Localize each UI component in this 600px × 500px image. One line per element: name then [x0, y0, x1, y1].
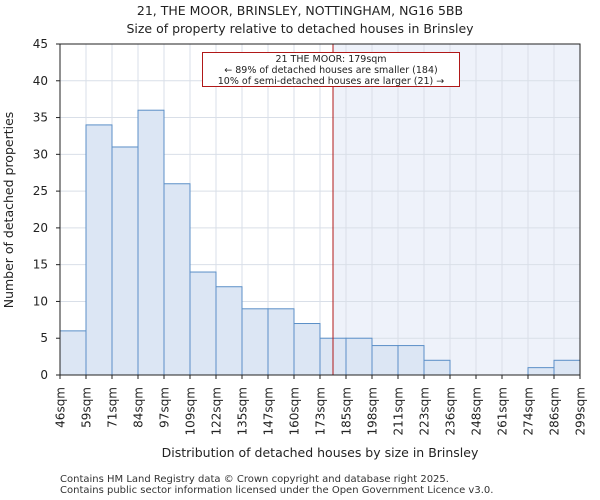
histogram-bar: [137, 109, 165, 376]
histogram-bar: [111, 146, 139, 376]
y-tick-label: 0: [40, 368, 48, 382]
y-tick-label: 25: [33, 184, 48, 198]
y-axis-label: Number of detached properties: [1, 112, 16, 309]
chart-title-block: 21, THE MOOR, BRINSLEY, NOTTINGHAM, NG16…: [0, 2, 600, 38]
histogram-bar: [59, 330, 87, 376]
y-tick-label: 30: [33, 147, 48, 161]
histogram-bar: [345, 337, 373, 376]
x-tick-label: 97sqm: [158, 387, 172, 428]
footer-line-2: Contains public sector information licen…: [60, 485, 494, 496]
x-tick-label: 286sqm: [548, 387, 562, 435]
histogram-bar: [397, 345, 425, 376]
x-tick-label: 248sqm: [470, 387, 484, 435]
x-tick-label: 84sqm: [132, 387, 146, 428]
annotation-line-3: 10% of semi-detached houses are larger (…: [217, 76, 445, 87]
histogram-bar: [215, 286, 243, 376]
x-tick-label: 299sqm: [574, 387, 588, 435]
histogram-bar: [527, 367, 555, 376]
marker-annotation: 21 THE MOOR: 179sqm ← 89% of detached ho…: [202, 52, 460, 87]
x-tick-label: 223sqm: [418, 387, 432, 435]
histogram-bar: [423, 359, 451, 376]
chart-subtitle: Size of property relative to detached ho…: [126, 21, 474, 36]
x-tick-label: 109sqm: [184, 387, 198, 435]
chart-title: 21, THE MOOR, BRINSLEY, NOTTINGHAM, NG16…: [136, 3, 464, 18]
x-tick-label: 59sqm: [80, 387, 94, 428]
annotation-line-2: ← 89% of detached houses are smaller (18…: [224, 65, 438, 76]
y-tick-label: 15: [33, 258, 48, 272]
larger-region-shade: [333, 44, 580, 375]
x-tick-label: 274sqm: [522, 387, 536, 435]
x-tick-label: 173sqm: [314, 387, 328, 435]
y-tick-label: 20: [33, 221, 48, 235]
x-tick-label: 185sqm: [340, 387, 354, 435]
x-tick-label: 211sqm: [392, 387, 406, 435]
x-tick-label: 147sqm: [262, 387, 276, 435]
histogram-bar: [189, 271, 217, 376]
x-tick-label: 135sqm: [236, 387, 250, 435]
histogram-bar: [267, 308, 295, 376]
x-tick-label: 46sqm: [54, 387, 68, 428]
histogram-bar: [85, 124, 113, 376]
histogram-bar: [241, 308, 269, 376]
annotation-line-1: 21 THE MOOR: 179sqm: [275, 54, 387, 65]
x-tick-label: 122sqm: [210, 387, 224, 435]
y-tick-label: 35: [33, 111, 48, 125]
histogram-bar: [553, 359, 581, 376]
y-tick-label: 45: [33, 37, 48, 51]
x-tick-label: 261sqm: [496, 387, 510, 435]
footer-line-1: Contains HM Land Registry data © Crown c…: [60, 474, 449, 485]
x-tick-label: 198sqm: [366, 387, 380, 435]
x-tick-label: 160sqm: [288, 387, 302, 435]
histogram-bar: [371, 345, 399, 376]
y-tick-label: 10: [33, 294, 48, 308]
x-tick-label: 236sqm: [444, 387, 458, 435]
y-tick-label: 5: [40, 331, 48, 345]
histogram-bar: [163, 183, 191, 376]
y-tick-label: 40: [33, 74, 48, 88]
x-tick-label: 71sqm: [106, 387, 120, 428]
histogram-bar: [293, 323, 321, 376]
x-axis-label: Distribution of detached houses by size …: [162, 445, 479, 460]
